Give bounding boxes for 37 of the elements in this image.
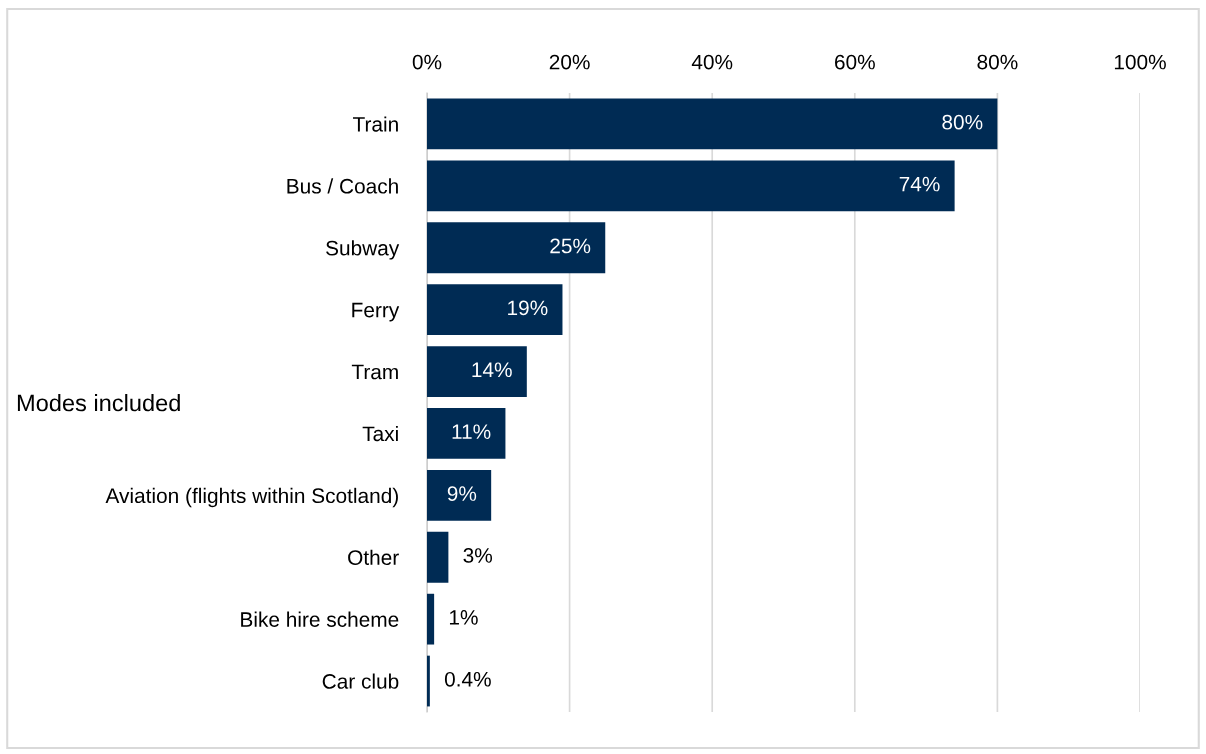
bar	[427, 469, 492, 521]
x-tick-label: 20%	[549, 54, 590, 70]
bar	[427, 408, 506, 459]
bar	[427, 655, 430, 707]
y-tick-label: Aviation (flights within Scotland)	[105, 487, 398, 508]
y-axis-title: Modes included	[17, 393, 180, 412]
data-label: 19%	[508, 300, 548, 316]
x-tick-label: 0%	[412, 54, 442, 70]
y-tick-label: Other	[348, 549, 399, 565]
y-tick-label: Tram	[351, 364, 398, 380]
bar	[427, 346, 527, 397]
bar	[427, 284, 563, 336]
bar	[427, 160, 955, 212]
data-label: 11%	[452, 424, 491, 439]
data-label: 25%	[550, 238, 591, 254]
x-tick-label: 60%	[835, 54, 875, 70]
y-tick-label: Taxi	[362, 425, 398, 442]
x-tick-label: 40%	[691, 54, 733, 70]
data-label: 9%	[447, 486, 477, 501]
y-tick-label: Bus / Coach	[287, 178, 398, 194]
bar	[427, 531, 449, 583]
y-tick-label: Train	[353, 116, 398, 132]
bar	[427, 593, 435, 645]
x-tick-label: 100%	[1114, 54, 1166, 70]
data-label: 80%	[942, 114, 983, 130]
bar	[427, 98, 998, 150]
y-tick-label: Bike hire scheme	[241, 611, 399, 627]
y-tick-label: Subway	[326, 240, 400, 260]
data-label: 3%	[463, 548, 493, 563]
y-tick-label: Car club	[322, 673, 399, 689]
bar	[427, 222, 606, 274]
data-label: 0.4%	[444, 671, 491, 687]
data-label: 1%	[449, 610, 478, 625]
data-label: 74%	[899, 176, 940, 192]
x-tick-label: 80%	[977, 54, 1018, 70]
data-label: 14%	[472, 362, 512, 378]
y-tick-label: Ferry	[352, 302, 400, 322]
